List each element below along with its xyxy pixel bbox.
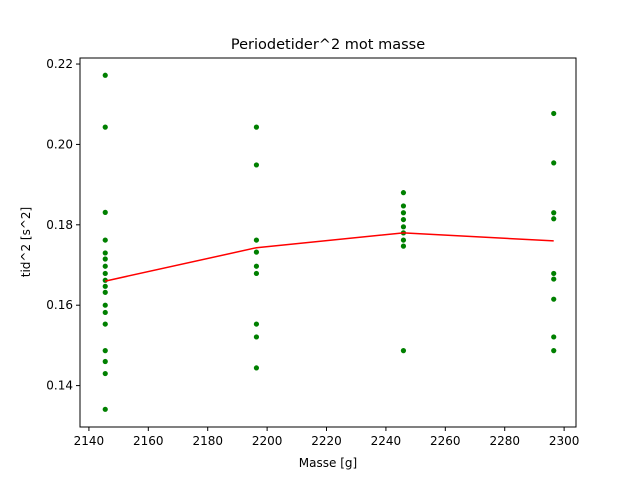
y-tick-label: 0.16: [46, 298, 73, 312]
data-point: [102, 72, 108, 78]
x-tick-label: 2160: [133, 434, 164, 448]
data-point: [253, 334, 260, 340]
x-tick-label: 2300: [549, 434, 580, 448]
data-point: [253, 162, 260, 168]
x-tick-label: 2200: [252, 434, 283, 448]
data-point: [102, 277, 108, 283]
y-tick-label: 0.18: [46, 218, 73, 232]
data-point: [102, 270, 108, 277]
data-point: [253, 249, 260, 255]
data-point: [400, 348, 407, 354]
data-point: [102, 348, 108, 354]
data-point: [102, 309, 108, 316]
trend-line: [105, 232, 554, 282]
x-axis-label: Masse [g]: [299, 456, 357, 470]
x-tick-label: 2140: [74, 434, 105, 448]
data-point: [253, 124, 260, 130]
data-point: [102, 256, 108, 262]
data-point: [551, 334, 557, 340]
data-point: [102, 263, 108, 269]
x-tick-label: 2280: [489, 434, 520, 448]
data-point: [253, 237, 260, 243]
data-point: [102, 370, 108, 377]
x-tick-label: 2240: [371, 434, 402, 448]
data-point: [102, 321, 108, 327]
data-point: [400, 243, 407, 249]
x-axis: 2140 2160 2180 2200 2220 2240 2260 2280 2300: [74, 427, 580, 448]
axes-frame: [79, 57, 577, 428]
data-point: [102, 124, 108, 130]
data-point: [102, 250, 108, 256]
data-point: [102, 358, 108, 365]
data-point: [253, 321, 260, 327]
data-point: [253, 263, 260, 269]
data-point: [551, 216, 557, 222]
data-point: [400, 224, 407, 230]
data-point: [551, 296, 557, 302]
data-point: [400, 210, 407, 216]
data-point: [102, 289, 108, 295]
data-point: [551, 348, 557, 354]
y-axis: 0.14 0.16 0.18 0.20 0.22: [46, 57, 80, 393]
data-point: [551, 210, 557, 216]
y-tick-label: 0.22: [46, 57, 73, 71]
data-point: [102, 283, 108, 289]
plot-area: [102, 72, 557, 412]
data-point: [551, 110, 557, 117]
data-point: [102, 209, 108, 215]
data-point: [551, 160, 557, 166]
chart-title: Periodetider^2 mot masse: [231, 37, 425, 53]
data-point: [400, 237, 407, 243]
y-axis-label: tid^2 [s^2]: [19, 207, 33, 277]
x-tick-label: 2220: [311, 434, 342, 448]
data-point: [400, 216, 407, 223]
data-point: [253, 270, 260, 277]
data-point: [102, 302, 108, 308]
data-point: [400, 203, 407, 209]
data-point: [102, 237, 108, 243]
x-tick-label: 2180: [192, 434, 223, 448]
data-point: [102, 406, 108, 412]
x-tick-label: 2260: [430, 434, 461, 448]
data-point: [253, 365, 260, 371]
y-tick-label: 0.14: [46, 379, 73, 393]
data-point: [551, 276, 557, 282]
data-point: [551, 270, 557, 277]
y-tick-label: 0.20: [46, 137, 73, 151]
data-point: [400, 190, 407, 196]
